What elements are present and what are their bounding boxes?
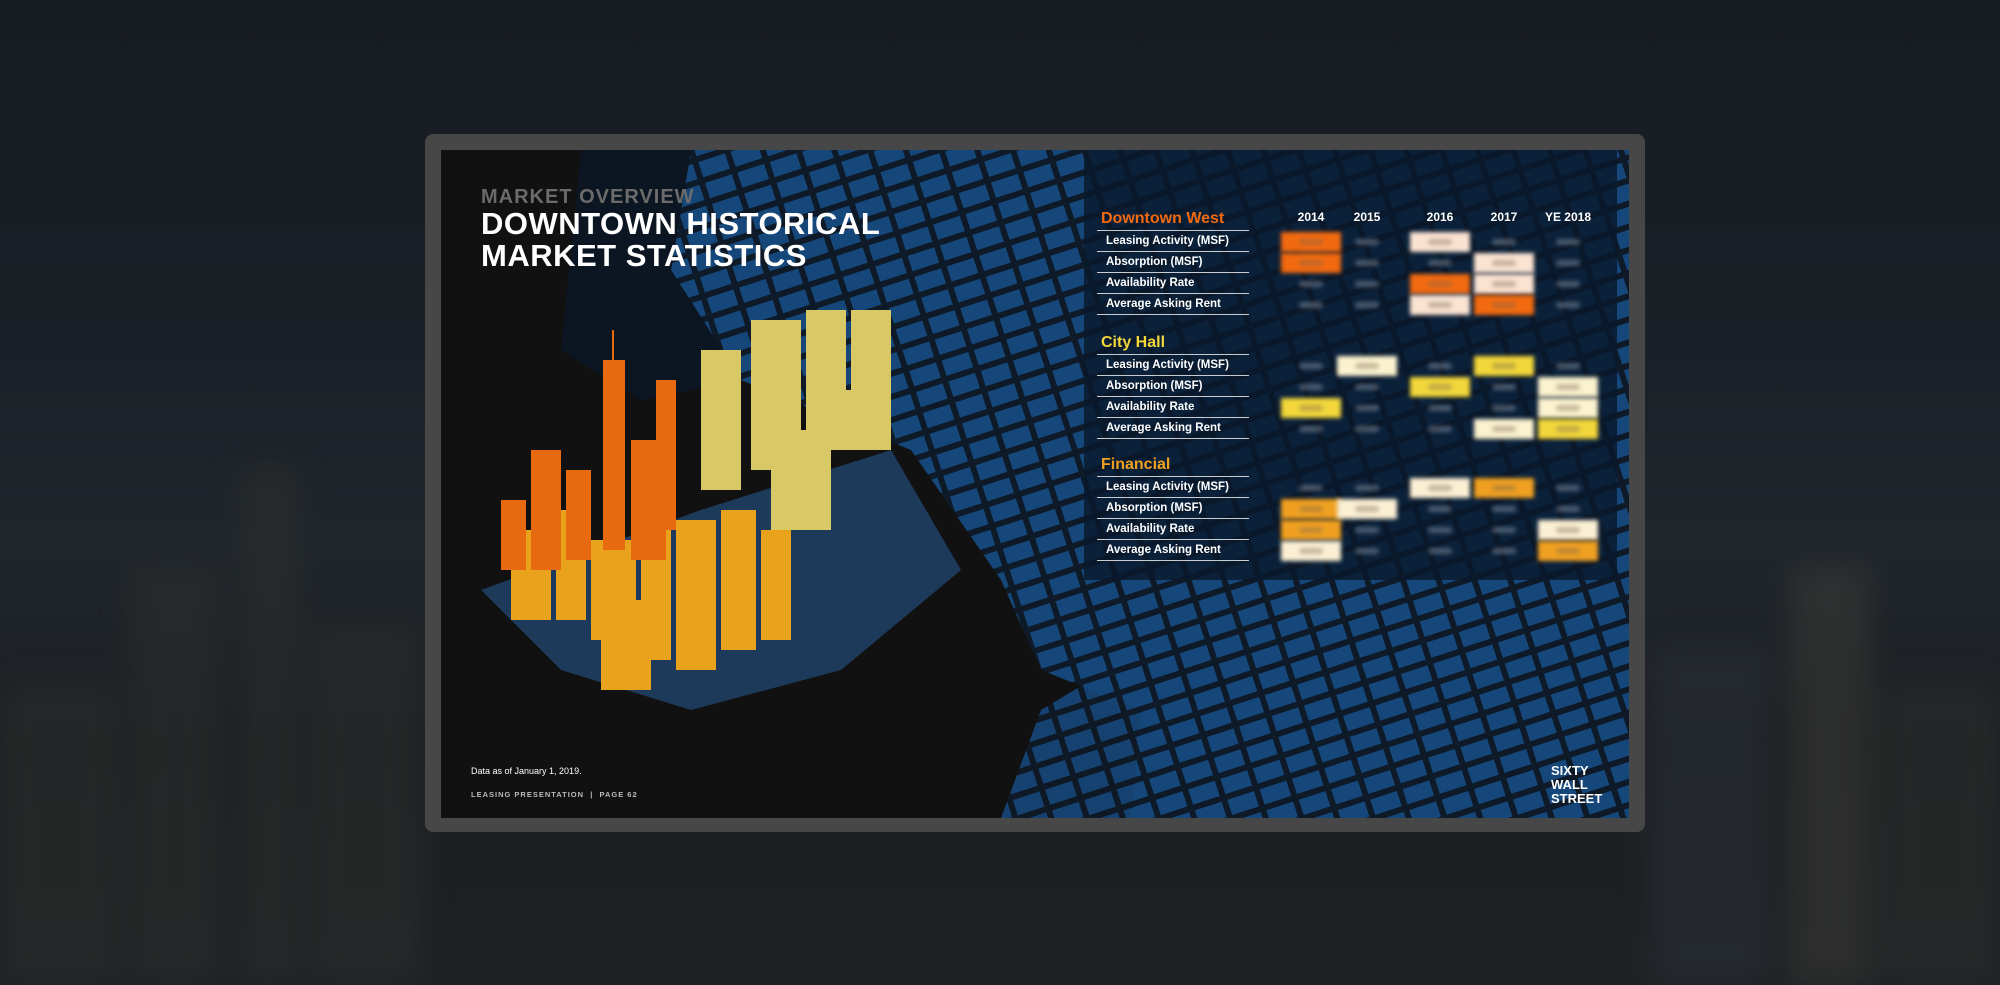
table-cell-blurred [1538,520,1598,540]
table-cell-blurred [1538,356,1598,376]
table-cell-blurred [1538,499,1598,519]
table-cell-blurred [1538,541,1598,561]
table-cell-blurred [1337,419,1397,439]
row-label: Leasing Activity (MSF) [1097,356,1249,376]
table-cell-blurred [1281,541,1341,561]
section-title: Financial [1101,456,1171,473]
table-cell-blurred [1337,356,1397,376]
table-cell-blurred [1474,377,1534,397]
table-cell-blurred [1281,253,1341,273]
table-cell-blurred [1538,232,1598,252]
row-label: Average Asking Rent [1097,295,1249,315]
table-cell-blurred [1281,478,1341,498]
table-cell-blurred [1337,274,1397,294]
year-header: 2015 [1353,210,1381,224]
table-cell-blurred [1410,377,1470,397]
table-cell-blurred [1474,541,1534,561]
row-label: Availability Rate [1097,274,1249,294]
slide-title: DOWNTOWN HISTORICAL MARKET STATISTICS [481,208,880,272]
row-label: Absorption (MSF) [1097,377,1249,397]
table-cell-blurred [1410,419,1470,439]
table-cell-blurred [1281,274,1341,294]
row-label: Leasing Activity (MSF) [1097,232,1249,252]
divider [1097,476,1249,477]
table-cell-blurred [1410,232,1470,252]
sixty-wall-street-logo: SIXTY WALL STREET [1551,764,1602,806]
table-cell-blurred [1337,398,1397,418]
table-cell-blurred [1410,253,1470,273]
logo-line: SIXTY [1551,763,1589,778]
table-cell-blurred [1337,499,1397,519]
table-cell-blurred [1337,253,1397,273]
table-cell-blurred [1538,253,1598,273]
section-title: City Hall [1101,334,1166,351]
year-header: 2016 [1426,210,1454,224]
divider [1097,230,1249,231]
table-cell-blurred [1474,253,1534,273]
table-cell-blurred [1538,478,1598,498]
row-label: Leasing Activity (MSF) [1097,478,1249,498]
presentation-slide: MARKET OVERVIEW DOWNTOWN HISTORICAL MARK… [441,150,1629,818]
table-cell-blurred [1474,274,1534,294]
row-label: Availability Rate [1097,398,1249,418]
3d-buildings-model [481,310,961,710]
logo-line: WALL [1551,777,1588,792]
table-cell-blurred [1337,478,1397,498]
title-line-2: MARKET STATISTICS [481,238,807,273]
table-cell-blurred [1410,356,1470,376]
table-cell-blurred [1281,499,1341,519]
year-header: 2017 [1490,210,1518,224]
table-cell-blurred [1538,295,1598,315]
table-cell-blurred [1281,520,1341,540]
table-cell-blurred [1410,295,1470,315]
row-label: Availability Rate [1097,520,1249,540]
table-cell-blurred [1337,295,1397,315]
section-title: Downtown West [1101,210,1225,227]
table-cell-blurred [1337,377,1397,397]
year-header: YE 2018 [1544,210,1592,224]
table-cell-blurred [1474,356,1534,376]
table-cell-blurred [1538,274,1598,294]
table-cell-blurred [1474,499,1534,519]
blurred-skyline-background [0,425,2000,985]
title-line-1: DOWNTOWN HISTORICAL [481,206,881,241]
table-cell-blurred [1410,274,1470,294]
divider [1097,354,1249,355]
row-label: Average Asking Rent [1097,541,1249,561]
table-cell-blurred [1337,232,1397,252]
table-cell-blurred [1410,499,1470,519]
table-cell-blurred [1410,541,1470,561]
row-label: Absorption (MSF) [1097,253,1249,273]
row-label: Average Asking Rent [1097,419,1249,439]
year-header: 2014 [1297,210,1325,224]
table-cell-blurred [1474,520,1534,540]
table-cell-blurred [1538,419,1598,439]
footer-page-label: LEASING PRESENTATION | PAGE 62 [471,790,638,799]
row-label: Absorption (MSF) [1097,499,1249,519]
table-cell-blurred [1337,520,1397,540]
table-cell-blurred [1281,398,1341,418]
data-date-note: Data as of January 1, 2019. [471,766,582,776]
table-cell-blurred [1538,398,1598,418]
table-cell-blurred [1281,419,1341,439]
table-cell-blurred [1337,541,1397,561]
table-cell-blurred [1281,356,1341,376]
table-cell-blurred [1474,419,1534,439]
table-cell-blurred [1281,295,1341,315]
table-cell-blurred [1474,232,1534,252]
table-cell-blurred [1281,377,1341,397]
table-cell-blurred [1410,520,1470,540]
table-cell-blurred [1474,295,1534,315]
table-cell-blurred [1474,398,1534,418]
table-cell-blurred [1281,232,1341,252]
table-cell-blurred [1410,478,1470,498]
table-cell-blurred [1538,377,1598,397]
eyebrow-label: MARKET OVERVIEW [481,186,695,208]
table-cell-blurred [1410,398,1470,418]
table-cell-blurred [1474,478,1534,498]
logo-line: STREET [1551,791,1603,806]
